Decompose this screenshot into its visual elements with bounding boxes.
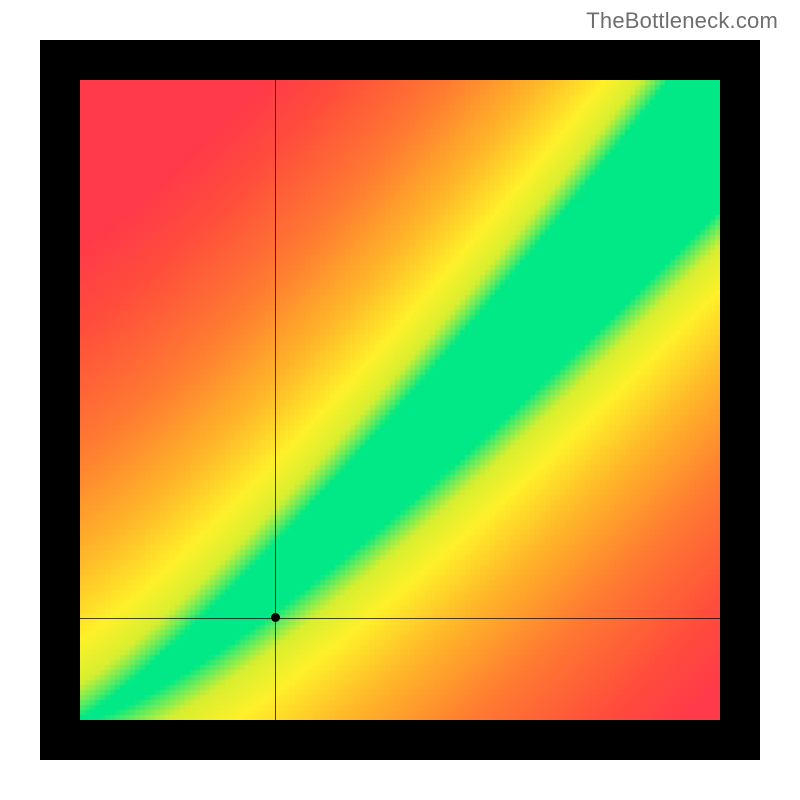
heatmap-canvas [80, 80, 720, 720]
crosshair-vertical [275, 80, 276, 720]
marker-dot [271, 613, 280, 622]
crosshair-horizontal [80, 618, 720, 619]
attribution-label: TheBottleneck.com [586, 8, 778, 34]
bottleneck-chart-frame [40, 40, 760, 760]
bottleneck-heatmap [80, 80, 720, 720]
